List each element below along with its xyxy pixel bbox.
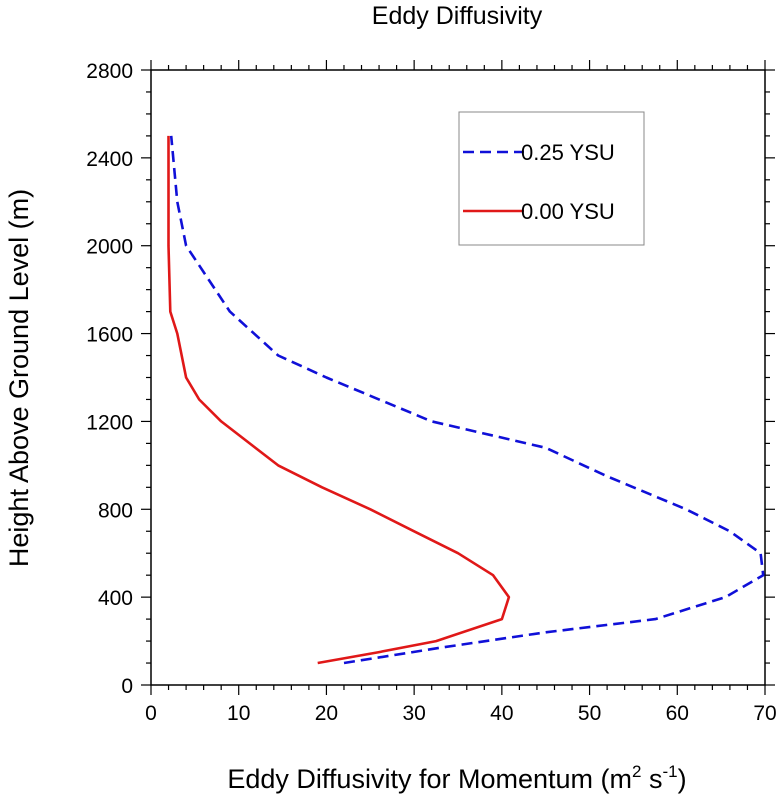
y-tick-label: 0 xyxy=(121,675,133,698)
series-line-0-25-ysu xyxy=(169,135,765,665)
legend-label-0-25-ysu: 0.25 YSU xyxy=(521,140,615,165)
x-tick-label: 20 xyxy=(315,702,338,725)
x-tick-label: 10 xyxy=(227,702,250,725)
series-line-0-00-ysu xyxy=(167,135,511,665)
y-tick-label: 800 xyxy=(98,499,133,522)
series-layer xyxy=(167,135,765,665)
y-tick-label: 1600 xyxy=(86,324,133,347)
x-tick-label: 30 xyxy=(402,702,425,725)
y-tick-label: 1200 xyxy=(86,411,133,434)
y-tick-label: 400 xyxy=(98,587,133,610)
axis-ticks xyxy=(141,60,775,695)
chart-title: Eddy Diffusivity xyxy=(372,2,543,30)
x-tick-labels: 0 10 20 30 40 50 60 70 xyxy=(145,702,777,725)
plot-area xyxy=(150,69,766,686)
legend-box xyxy=(458,111,645,246)
y-axis-label: Height Above Ground Level (m) xyxy=(4,189,34,567)
legend: 0.25 YSU 0.00 YSU xyxy=(458,111,645,246)
x-tick-label: 0 xyxy=(145,702,157,725)
y-tick-label: 2800 xyxy=(86,60,133,83)
x-tick-label: 60 xyxy=(666,702,689,725)
y-tick-label: 2400 xyxy=(86,148,133,171)
x-tick-label: 50 xyxy=(578,702,601,725)
x-axis-label: Eddy Diffusivity for Momentum (m2 s-1) xyxy=(227,762,686,794)
legend-label-0-00-ysu: 0.00 YSU xyxy=(521,199,615,224)
y-tick-labels: 0 400 800 1200 1600 2000 2400 2800 xyxy=(86,60,133,698)
x-tick-label: 40 xyxy=(490,702,513,725)
y-tick-label: 2000 xyxy=(86,236,133,259)
x-tick-label: 70 xyxy=(753,702,776,725)
